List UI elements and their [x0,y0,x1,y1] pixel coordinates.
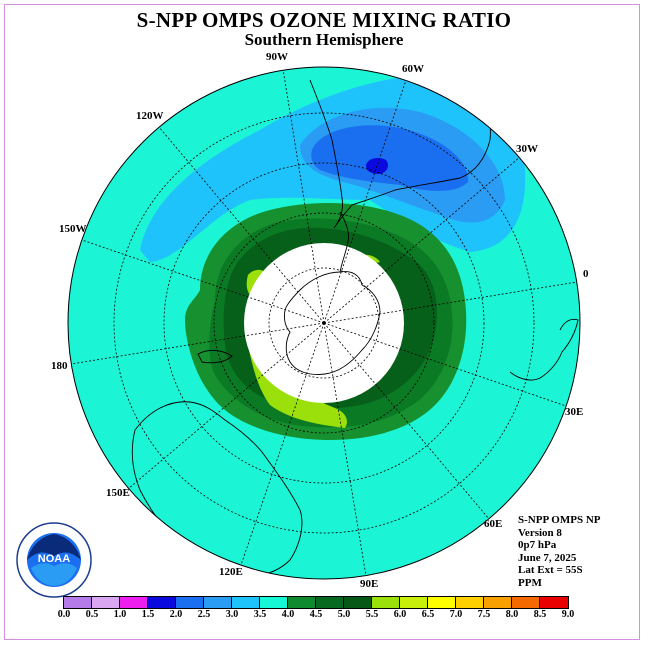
lon-label-180: 180 [51,360,68,372]
lon-label-120e: 120E [219,566,243,578]
colorbar-swatch [288,597,316,608]
lon-label-0: 0 [583,268,589,280]
colorbar-swatch [540,597,568,608]
lon-label-150w: 150W [59,223,87,235]
info-date: June 7, 2025 [518,551,577,564]
colorbar-tick-label: 6.0 [393,609,407,620]
lon-label-30w: 30W [516,143,538,155]
africa-coastline [509,318,579,381]
colorbar-tick-label: 2.5 [197,609,211,620]
colorbar [63,596,569,609]
colorbar-tick-label: 1.5 [141,609,155,620]
colorbar-swatch [316,597,344,608]
colorbar-tick-label: 5.5 [365,609,379,620]
colorbar-tick-label: 0.0 [57,609,71,620]
graticule [70,68,578,577]
colorbar-swatch [232,597,260,608]
antarctic-peninsula [339,211,349,273]
lon-label-60w: 60W [402,63,424,75]
figure-frame [4,4,640,640]
colorbar-swatch [344,597,372,608]
colorbar-tick-label: 3.0 [225,609,239,620]
info-lat-ext: Lat Ext = 55S [518,564,583,576]
map-subtitle: Southern Hemisphere [244,30,404,49]
colorbar-tick-label: 8.0 [505,609,519,620]
lon-label-150e: 150E [106,487,130,499]
colorbar-tick-label: 7.0 [449,609,463,620]
map-title: S-NPP OMPS OZONE MIXING RATIO [136,8,512,32]
south-pole-marker [322,321,326,325]
lon-label-90w: 90W [266,51,288,63]
colorbar-swatch [204,597,232,608]
colorbar-tick-label: 2.0 [169,609,183,620]
colorbar-tick-label: 1.0 [113,609,127,620]
colorbar-tick-label: 9.0 [561,609,575,620]
ozone-region-yellow-green [245,330,347,428]
lon-label-120w: 120W [136,110,164,122]
colorbar-swatch [148,597,176,608]
colorbar-tick-label: 5.0 [337,609,351,620]
colorbar-tick-label: 8.5 [533,609,547,620]
colorbar-swatch [428,597,456,608]
logo-text: NOAA [38,553,70,565]
colorbar-swatch [64,597,92,608]
colorbar-tick-label: 4.5 [309,609,323,620]
noaa-logo: NOAA [16,522,92,598]
new-zealand-coastline [197,349,233,364]
colorbar-swatch [120,597,148,608]
colorbar-tick-label: 6.5 [421,609,435,620]
info-product: S-NPP OMPS NP [518,514,601,526]
colorbar-swatch [484,597,512,608]
info-level: 0p7 hPa [518,539,557,551]
map-boundary-circle [67,66,581,580]
colorbar-swatch [372,597,400,608]
ozone-region-dark-blue [311,125,469,191]
lon-label-30e: 30E [565,406,584,418]
colorbar-tick-label: 4.0 [281,609,295,620]
colorbar-swatch [512,597,540,608]
colorbar-swatch [176,597,204,608]
colorbar-swatch [400,597,428,608]
colorbar-tick-label: 0.5 [85,609,99,620]
colorbar-swatch [92,597,120,608]
info-units: PPM [518,576,542,589]
info-version: Version 8 [518,526,562,539]
antarctica-coastline [283,271,381,375]
product-info: S-NPP OMPS NP Version 8 0p7 hPa June 7, … [518,514,601,589]
colorbar-swatch [456,597,484,608]
lon-label-60e: 60E [484,518,503,530]
south-america-coastline [309,79,491,229]
colorbar-swatch [260,597,288,608]
lon-label-90e: 90E [360,578,379,590]
colorbar-tick-label: 7.5 [477,609,491,620]
colorbar-tick-label: 3.5 [253,609,267,620]
